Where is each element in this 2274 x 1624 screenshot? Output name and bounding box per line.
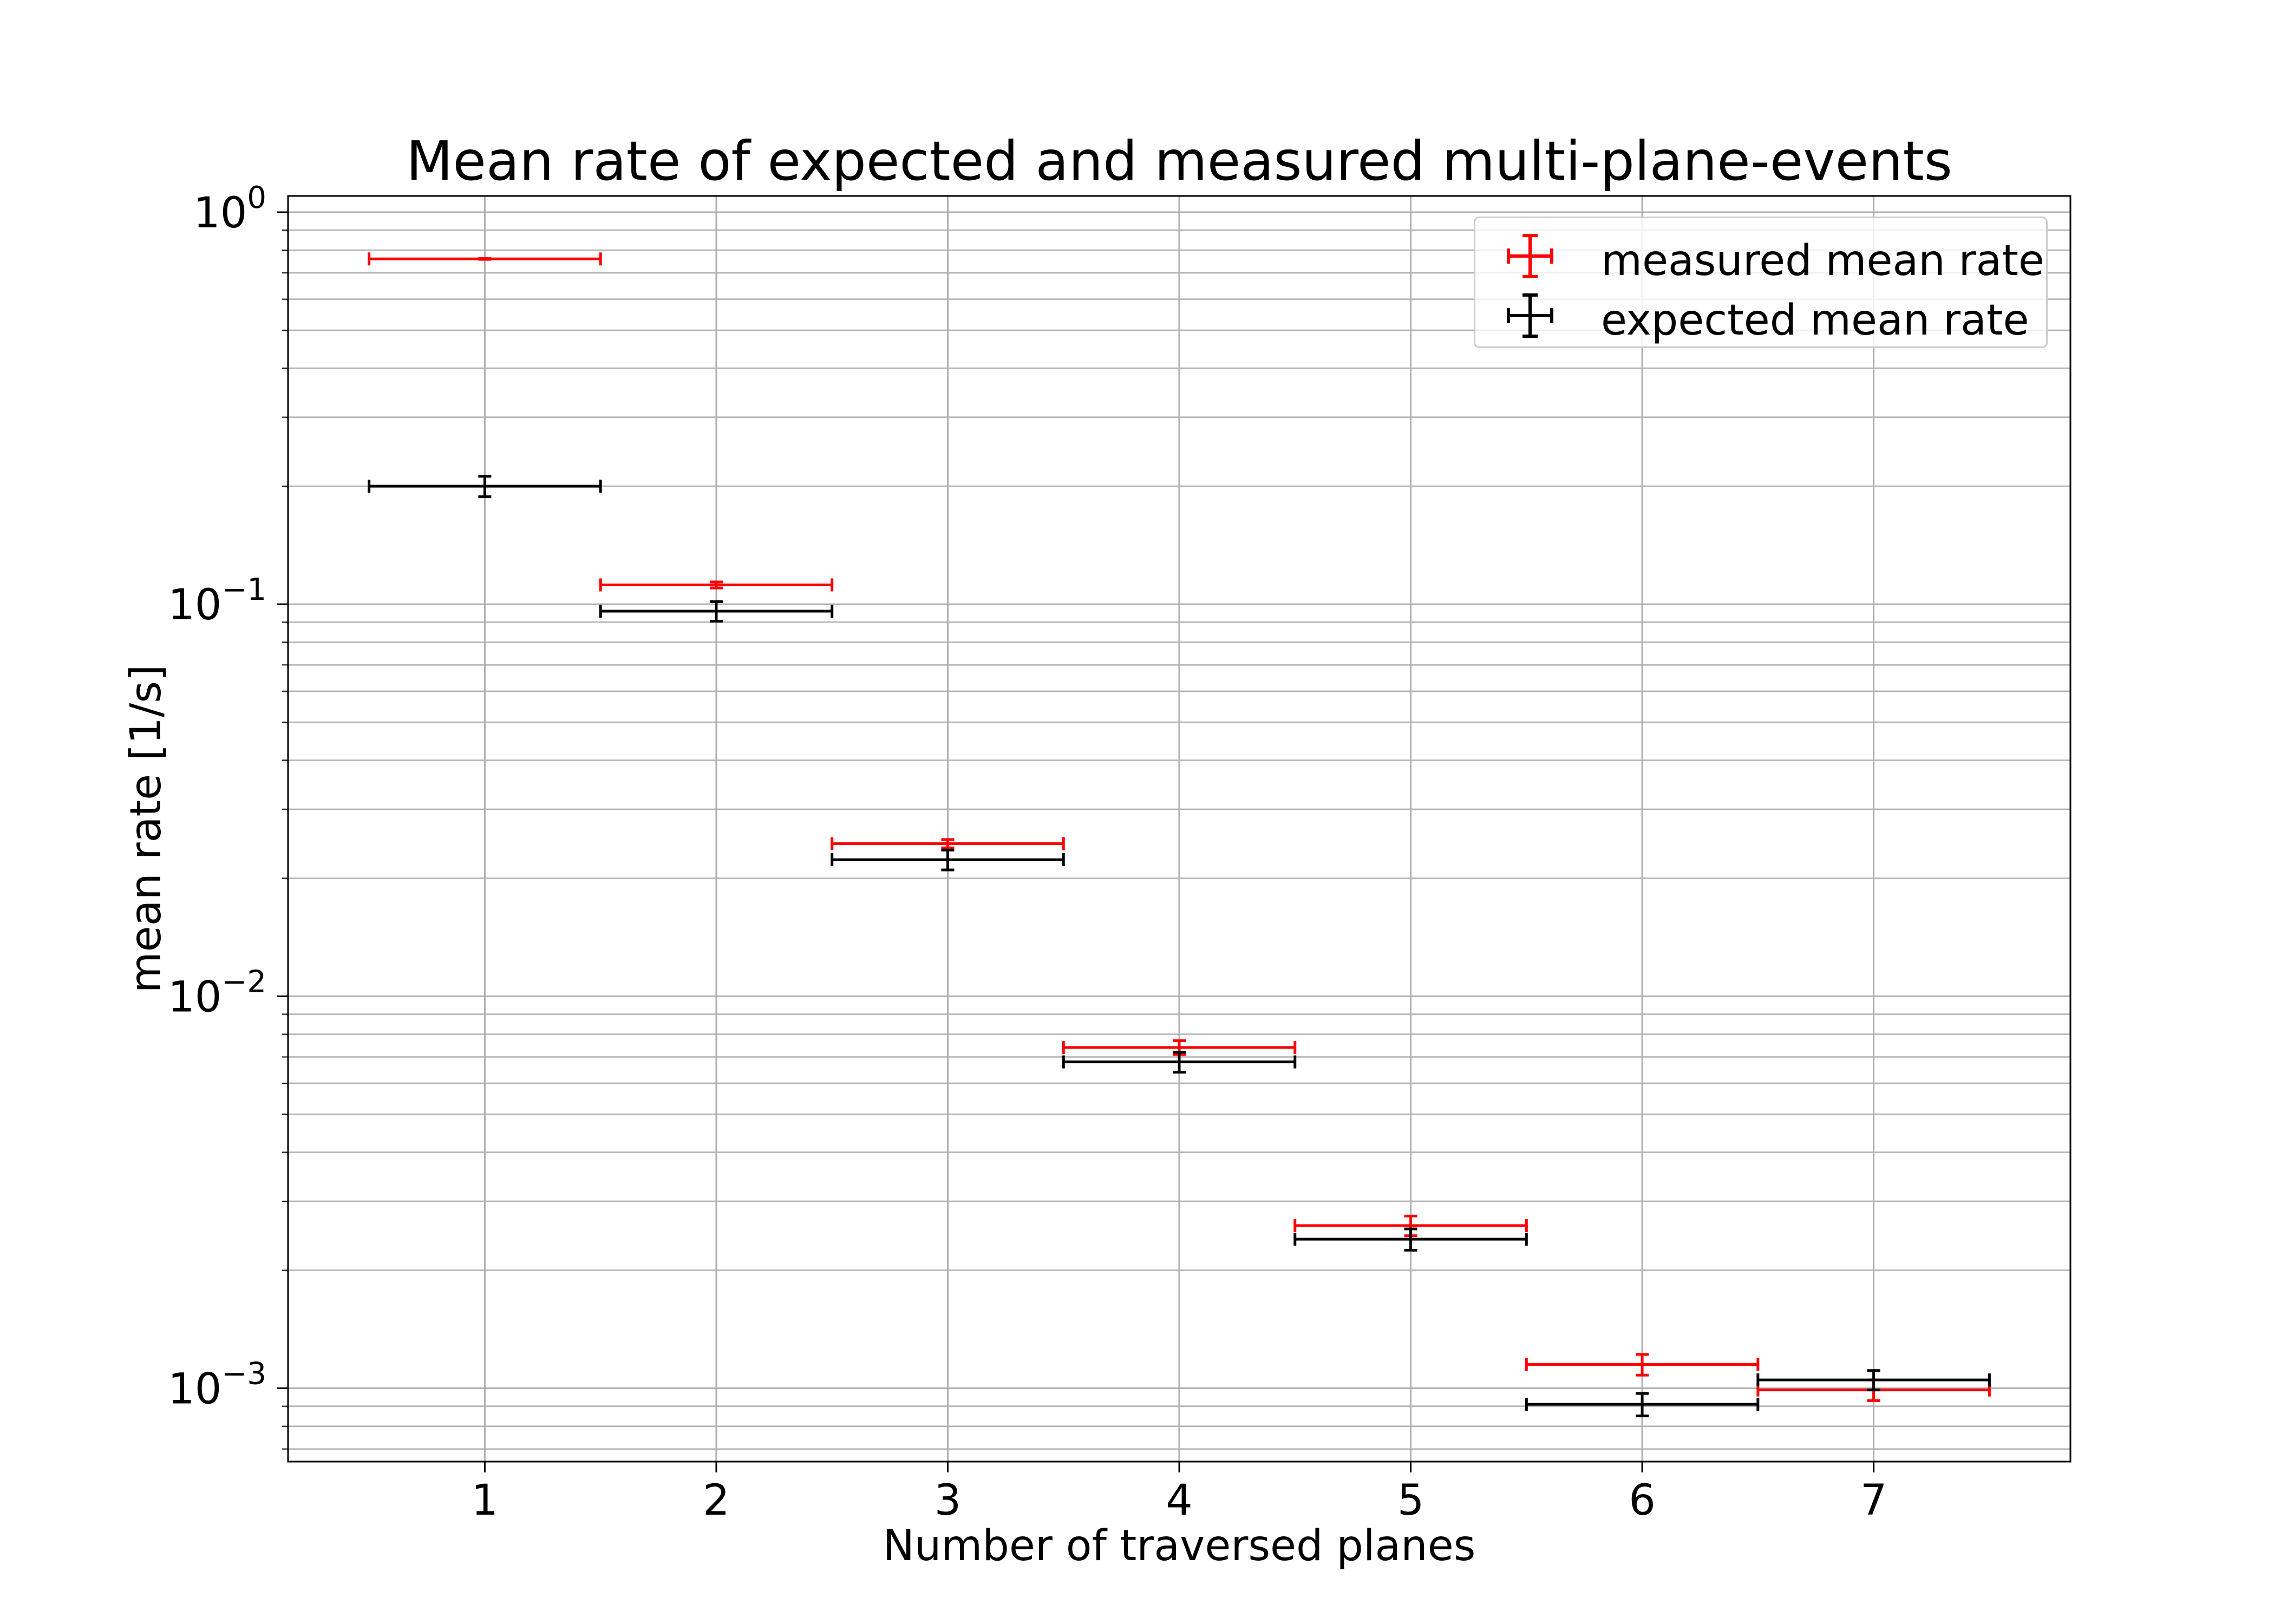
data-point [1525, 1353, 1760, 1377]
x-tick-label: 3 [935, 1476, 962, 1525]
y-tick-label: 10−2 [168, 964, 266, 1021]
data-point [1525, 1392, 1760, 1418]
data-point [1293, 1214, 1528, 1237]
x-tick-label: 2 [703, 1476, 730, 1525]
data-point [368, 252, 602, 266]
data-point [1293, 1227, 1528, 1252]
legend-item-measured: measured mean rate [1475, 229, 2046, 285]
legend-item-expected: expected mean rate [1475, 289, 2046, 345]
axis-ticks: 1 2 3 4 5 6 7 100 10−1 10−2 10−3 [168, 180, 1887, 1525]
y-tick-label: 10−1 [168, 572, 266, 630]
data-point [599, 578, 834, 592]
y-tick-label: 10−3 [168, 1357, 266, 1414]
series-expected [368, 475, 1991, 1418]
data-point [1756, 1369, 1991, 1392]
y-tick-label: 100 [193, 180, 266, 238]
legend: measured mean rate expected mean rate [1474, 217, 2048, 348]
x-tick-label: 4 [1166, 1476, 1193, 1525]
legend-label-measured: measured mean rate [1601, 237, 2044, 285]
data-point [831, 837, 1065, 850]
x-tick-label: 7 [1860, 1476, 1887, 1525]
legend-label-expected: expected mean rate [1601, 296, 2029, 345]
y-axis-label: mean rate [1/s] [122, 665, 171, 993]
chart-title: Mean rate of expected and measured multi… [406, 129, 1952, 193]
data-point [1062, 1051, 1297, 1074]
x-axis-label: Number of traversed planes [883, 1522, 1476, 1570]
data-point [599, 600, 834, 623]
data-point [368, 475, 602, 499]
x-tick-label: 6 [1629, 1476, 1656, 1525]
grid-lines [288, 196, 2070, 1462]
x-tick-label: 5 [1397, 1476, 1424, 1525]
x-tick-label: 1 [472, 1476, 499, 1525]
legend-marker-expected [1507, 293, 1553, 338]
data-point [831, 848, 1065, 872]
legend-marker-measured [1507, 234, 1553, 278]
data-series [368, 252, 1991, 1418]
